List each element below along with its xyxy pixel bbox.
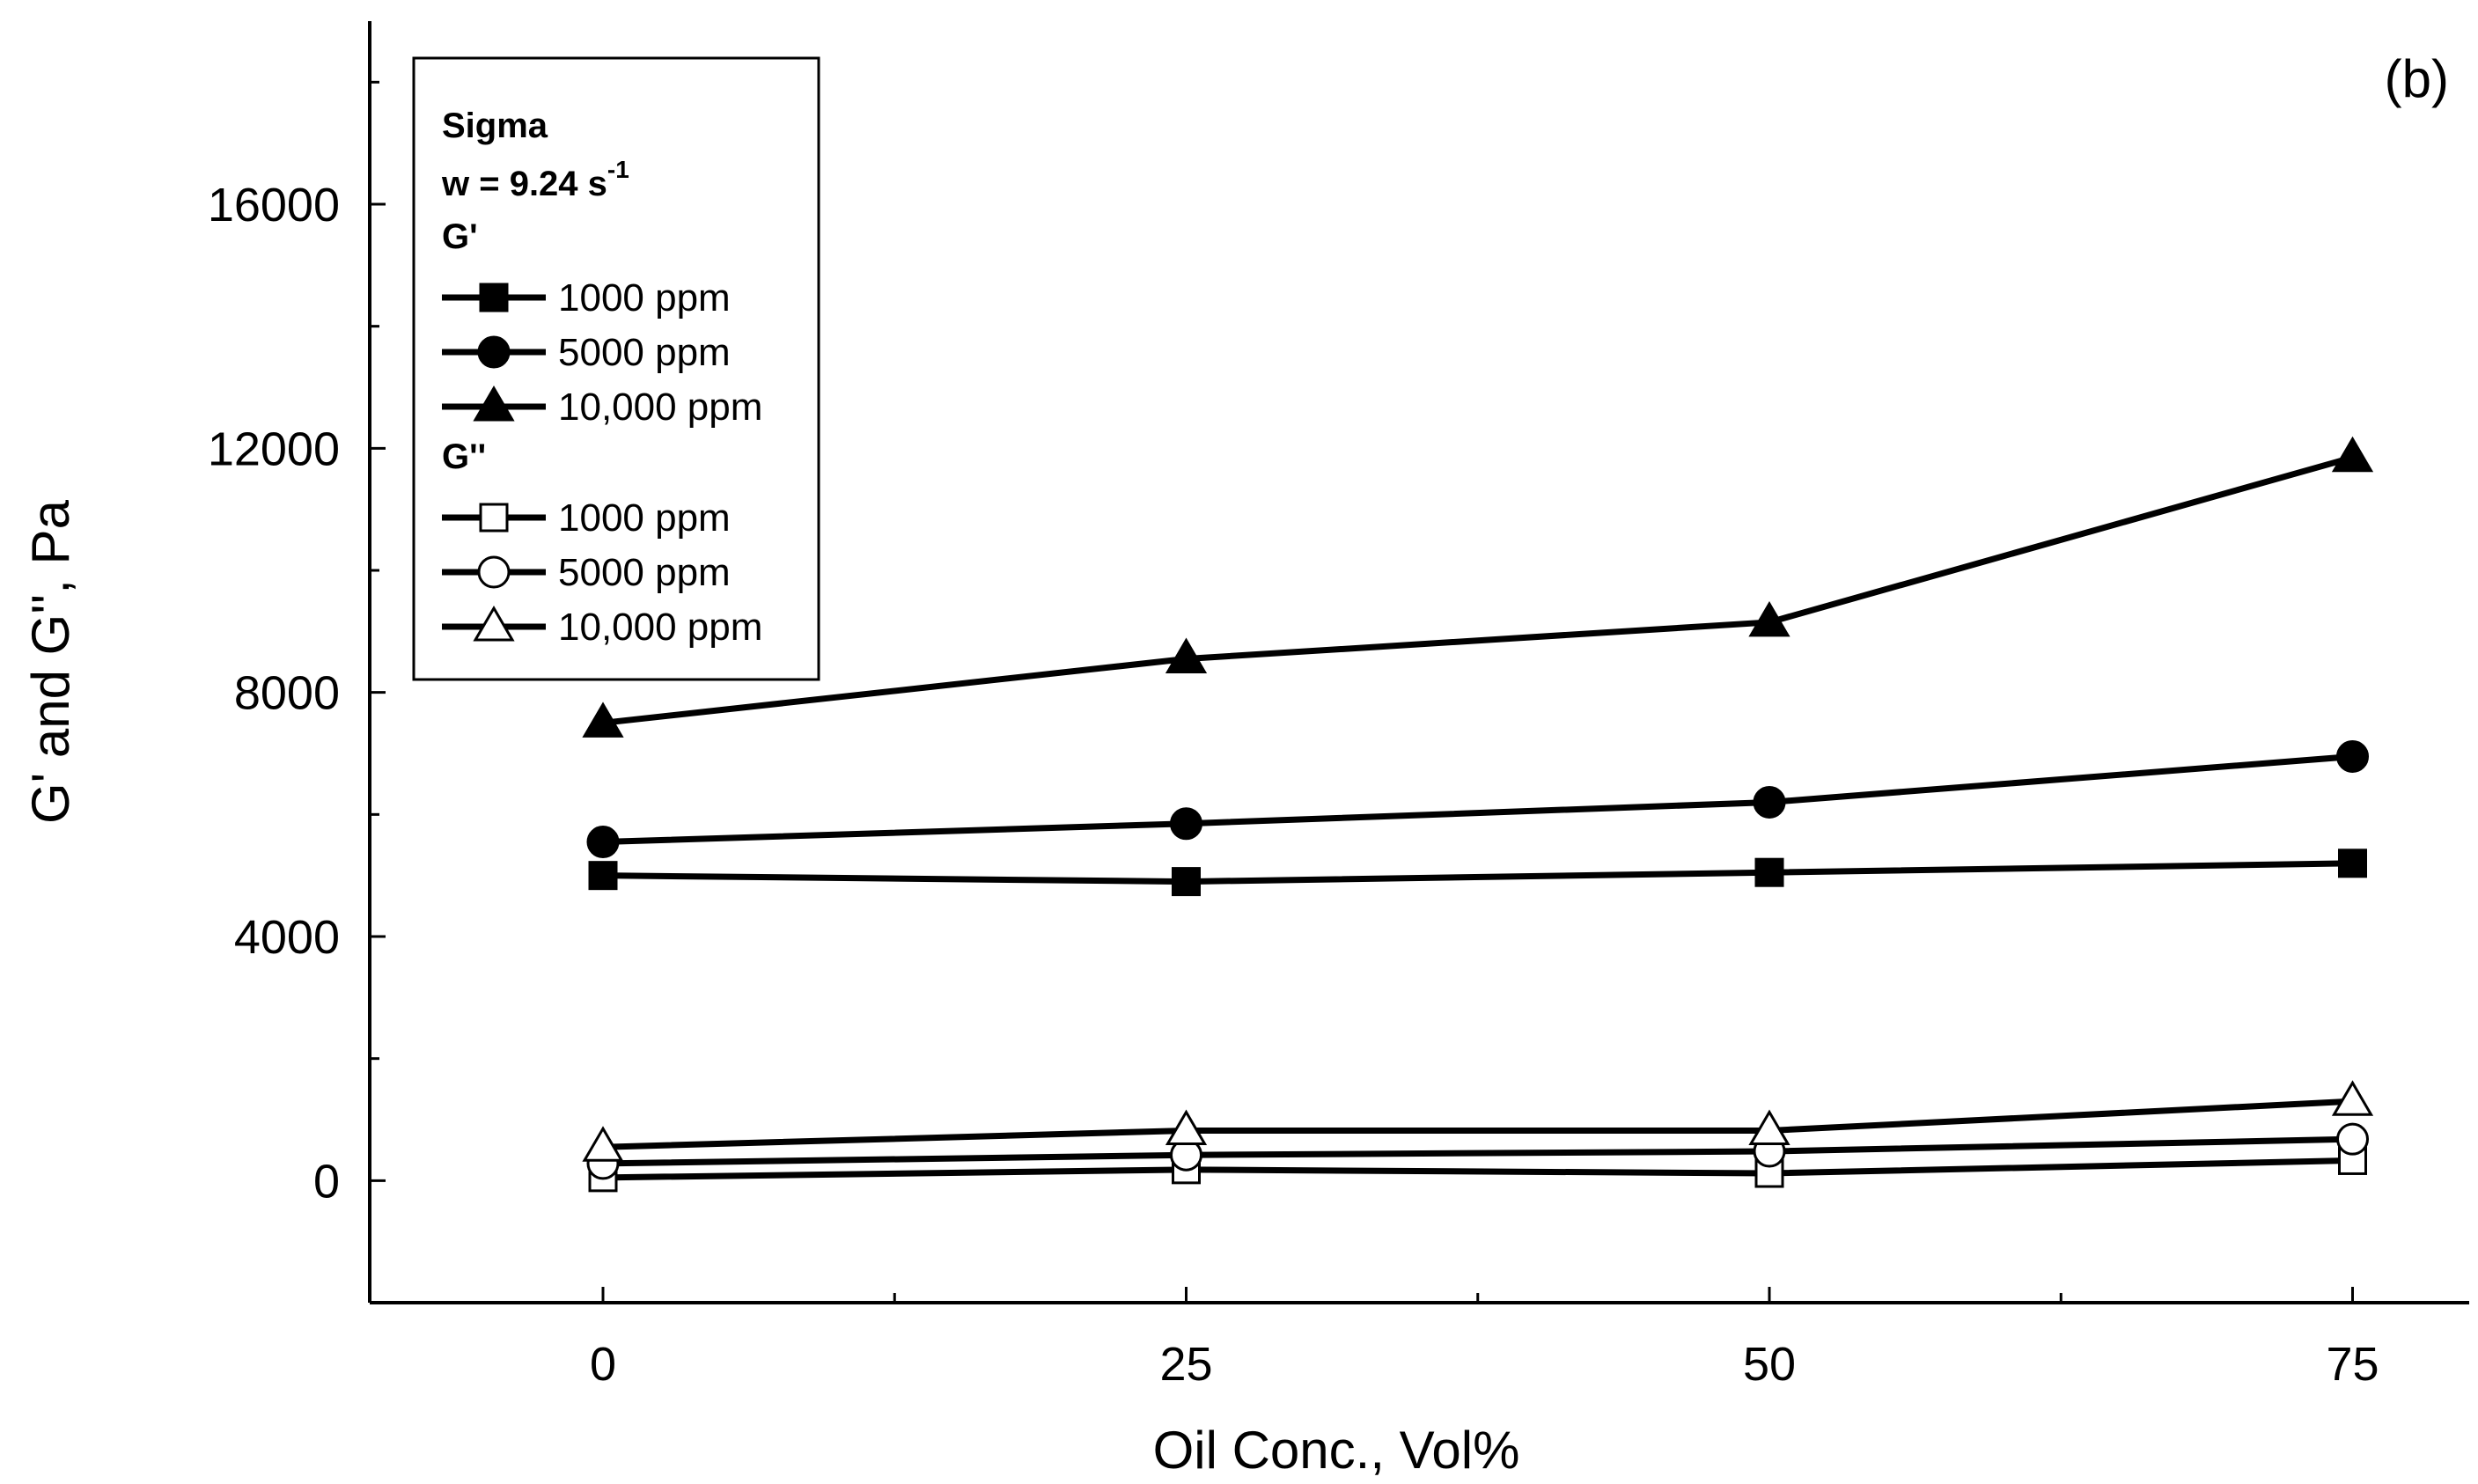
- data-point-gprime-circle: [1170, 807, 1202, 841]
- legend-label-gdoubleprime-square: 1000 ppm: [558, 496, 731, 540]
- series-line-gprime-triangle: [602, 454, 2354, 726]
- series-line-gdoubleprime-square: [602, 1157, 2353, 1181]
- legend: Sigma w = 9.24 s-1 G' G'' 1000 ppm 5000 p…: [412, 56, 820, 681]
- y-tick-label: 0: [313, 1155, 340, 1208]
- x-tick-label: 50: [1743, 1338, 1796, 1391]
- legend-subtitle-sup: -1: [607, 156, 629, 183]
- legend-subtitle-main: w = 9.24 s: [441, 165, 607, 203]
- legend-label-gdoubleprime-circle: 5000 ppm: [558, 551, 731, 594]
- data-point-gprime-triangle: [1748, 600, 1790, 637]
- series-line-gdoubleprime-triangle: [602, 1098, 2353, 1150]
- legend-marker-gdoubleprime-square: [479, 503, 509, 533]
- legend-marker-gprime-square: [479, 283, 509, 312]
- legend-marker-gprime-circle: [477, 335, 511, 369]
- legend-label-gdoubleprime-triangle: 10,000 ppm: [558, 606, 762, 649]
- data-point-gprime-square: [1172, 867, 1201, 897]
- data-point-gprime-square: [2338, 849, 2367, 878]
- y-tick-label: 12000: [208, 422, 340, 475]
- x-tick-label: 25: [1159, 1338, 1212, 1391]
- legend-group-gdoubleprime: G'': [442, 437, 486, 476]
- data-point-gdoubleprime-triangle: [582, 1126, 624, 1162]
- y-tick-label: 16000: [208, 179, 340, 231]
- data-point-gprime-square: [588, 861, 618, 891]
- x-axis-title: Oil Conc., Vol%: [1153, 1421, 1520, 1480]
- data-point-gprime-triangle: [582, 702, 624, 738]
- y-tick-label: 8000: [234, 667, 340, 720]
- legend-label-gprime-triangle: 10,000 ppm: [558, 386, 762, 429]
- legend-marker-gdoubleprime-triangle: [473, 606, 515, 642]
- legend-group-gprime: G': [442, 217, 478, 256]
- data-point-gprime-circle: [586, 826, 620, 859]
- legend-title: Sigma: [442, 107, 548, 145]
- data-point-gdoubleprime-circle: [2336, 1122, 2369, 1156]
- data-point-gprime-square: [1754, 857, 1784, 887]
- x-tick-label: 0: [590, 1338, 616, 1391]
- series-line-gprime-circle: [602, 753, 2353, 846]
- series-line-gprime-square: [602, 860, 2353, 885]
- series-line-gdoubleprime-circle: [602, 1135, 2353, 1167]
- y-tick-label: 4000: [234, 911, 340, 964]
- panel-label: (b): [2385, 49, 2449, 108]
- legend-marker-gprime-triangle: [473, 386, 515, 422]
- data-point-gdoubleprime-triangle: [1748, 1109, 1790, 1145]
- data-point-gdoubleprime-triangle: [1165, 1109, 1208, 1145]
- data-point-gprime-triangle: [1165, 637, 1208, 674]
- legend-label-gprime-square: 1000 ppm: [558, 276, 731, 320]
- data-point-gprime-triangle: [2331, 436, 2374, 473]
- data-point-gprime-circle: [1753, 785, 1786, 819]
- data-point-gdoubleprime-triangle: [2331, 1080, 2374, 1116]
- data-point-gprime-circle: [2336, 739, 2369, 773]
- x-tick-label: 75: [2326, 1338, 2379, 1391]
- legend-subtitle: w = 9.24 s-1: [441, 156, 629, 203]
- y-axis-title: G' and G'', Pa: [21, 499, 80, 824]
- legend-label-gprime-circle: 5000 ppm: [558, 331, 731, 374]
- legend-marker-gdoubleprime-circle: [477, 555, 511, 589]
